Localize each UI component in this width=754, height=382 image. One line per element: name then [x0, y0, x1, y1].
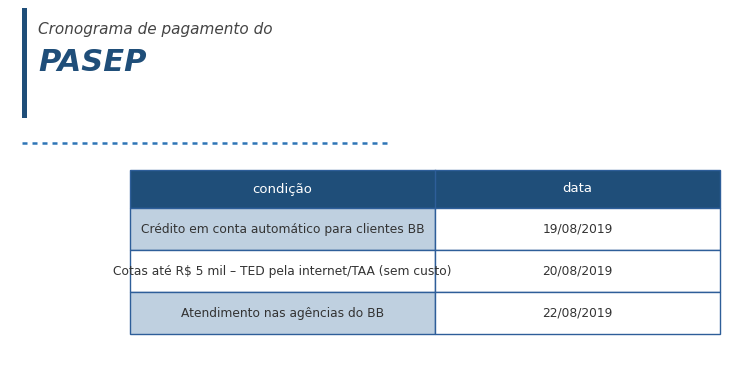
Bar	[435, 250, 720, 292]
Bar	[130, 208, 435, 250]
Text: PASEP: PASEP	[38, 48, 146, 77]
Bar	[22, 8, 27, 118]
Bar	[130, 170, 720, 208]
Text: Cotas até R$ 5 mil – TED pela internet/TAA (sem custo): Cotas até R$ 5 mil – TED pela internet/T…	[113, 264, 452, 277]
Text: Crédito em conta automático para clientes BB: Crédito em conta automático para cliente…	[141, 222, 425, 235]
Text: 20/08/2019: 20/08/2019	[542, 264, 613, 277]
Bar	[435, 292, 720, 334]
Text: Cronograma de pagamento do: Cronograma de pagamento do	[38, 22, 273, 37]
Text: condição: condição	[253, 183, 312, 196]
Text: data: data	[562, 183, 593, 196]
Text: 19/08/2019: 19/08/2019	[542, 222, 613, 235]
Bar	[130, 250, 435, 292]
Text: Atendimento nas agências do BB: Atendimento nas agências do BB	[181, 306, 384, 319]
Bar	[435, 208, 720, 250]
Text: 22/08/2019: 22/08/2019	[542, 306, 613, 319]
Bar	[130, 292, 435, 334]
